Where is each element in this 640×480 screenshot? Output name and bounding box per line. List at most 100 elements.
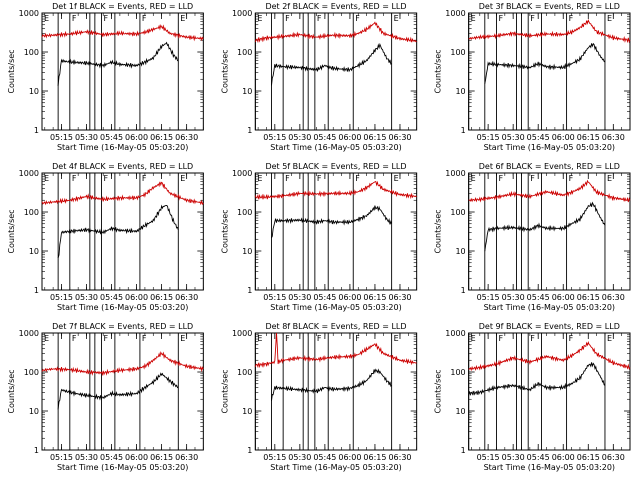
x-tick-label: 05:30: [288, 133, 311, 142]
series-line-events: [57, 204, 179, 259]
y-axis-label: Counts/sec: [434, 209, 443, 253]
x-tick-label: 05:30: [288, 293, 311, 302]
x-tick-label: 05:30: [75, 133, 98, 142]
y-tick-label: 1000: [445, 9, 465, 18]
chart-panel-8: Det 8f BLACK = Events, RED = LLD 1 10 100 10…: [220, 322, 418, 472]
event-marker-label: E: [607, 14, 612, 23]
event-marker-label: F: [498, 334, 503, 343]
plot-frame: [468, 332, 631, 451]
x-tick-label: 05:15: [50, 293, 73, 302]
y-tick-label: 1000: [232, 329, 252, 338]
x-tick-label: 05:45: [527, 133, 550, 142]
event-marker-label: F: [355, 174, 360, 183]
event-marker-label: E: [44, 14, 49, 23]
event-marker-label: F: [569, 14, 574, 23]
x-tick-label: 06:15: [363, 133, 386, 142]
x-axis-label: Start Time (16-May-05 05:03:20): [270, 143, 401, 152]
chart-panel-4: Det 4f BLACK = Events, RED = LLD 1 10 100 10…: [7, 162, 204, 312]
chart-title: Det 8f BLACK = Events, RED = LLD: [265, 322, 406, 331]
y-axis-label: Counts/sec: [220, 369, 229, 413]
x-tick-label: 06:30: [602, 293, 625, 302]
chart-panel-3: Det 3f BLACK = Events, RED = LLD 1 10 100 10…: [434, 2, 631, 152]
y-tick-label: 1000: [232, 169, 252, 178]
x-tick-label: 06:00: [552, 133, 575, 142]
x-tick-label: 05:15: [477, 133, 500, 142]
x-axis-label: Start Time (16-May-05 05:03:20): [484, 463, 615, 472]
chart-panel-5: Det 5f BLACK = Events, RED = LLD 1 10 100 10…: [220, 162, 418, 312]
series-line-lld: [41, 181, 204, 206]
series-line-events: [57, 41, 179, 86]
event-marker-label: F: [72, 14, 77, 23]
y-axis-label: Counts/sec: [7, 49, 16, 93]
chart-panel-6: Det 6f BLACK = Events, RED = LLD 1 10 100 10…: [434, 162, 631, 312]
x-tick-label: 05:45: [527, 293, 550, 302]
x-tick-label: 06:30: [175, 293, 198, 302]
y-tick-label: 1: [461, 126, 466, 135]
y-tick-label: 100: [450, 48, 465, 57]
series-line-lld: [254, 332, 417, 369]
y-tick-label: 10: [242, 247, 252, 256]
x-tick-label: 05:45: [313, 453, 336, 462]
event-marker-label: F: [355, 334, 360, 343]
event-marker-label: E: [471, 174, 476, 183]
event-marker-label: F: [317, 334, 322, 343]
y-tick-label: 10: [455, 247, 465, 256]
event-marker-label: E: [257, 14, 262, 23]
event-marker-label: F: [285, 14, 290, 23]
y-tick-label: 1000: [19, 169, 39, 178]
event-marker-label: F: [104, 334, 109, 343]
series-line-lld: [254, 180, 417, 200]
event-marker-label: E: [394, 14, 399, 23]
y-tick-label: 100: [24, 368, 39, 377]
x-tick-label: 05:30: [502, 293, 525, 302]
x-tick-label: 05:30: [502, 133, 525, 142]
x-tick-label: 06:00: [125, 453, 148, 462]
event-marker-label: E: [394, 174, 399, 183]
series-line-events: [468, 362, 606, 396]
x-tick-label: 05:15: [263, 133, 286, 142]
y-tick-label: 1000: [445, 169, 465, 178]
y-tick-label: 1: [34, 126, 39, 135]
event-marker-label: F: [355, 14, 360, 23]
series-line-lld: [468, 179, 631, 203]
y-tick-label: 1: [461, 446, 466, 455]
chart-title: Det 9f BLACK = Events, RED = LLD: [479, 322, 620, 331]
event-marker-label: E: [44, 174, 49, 183]
x-tick-label: 06:15: [577, 133, 600, 142]
chart-panel-7: Det 7f BLACK = Events, RED = LLD 1 10 100 10…: [7, 322, 204, 472]
x-tick-label: 06:00: [125, 293, 148, 302]
y-tick-label: 100: [237, 208, 252, 217]
y-tick-label: 1: [34, 286, 39, 295]
event-marker-label: F: [142, 14, 147, 23]
event-marker-label: F: [530, 334, 535, 343]
y-tick-label: 1: [34, 446, 39, 455]
y-tick-label: 100: [237, 368, 252, 377]
x-tick-label: 06:00: [552, 453, 575, 462]
y-tick-label: 100: [24, 48, 39, 57]
event-marker-label: E: [180, 334, 185, 343]
x-tick-label: 05:30: [75, 453, 98, 462]
event-marker-label: E: [257, 174, 262, 183]
y-tick-label: 100: [450, 368, 465, 377]
x-axis-label: Start Time (16-May-05 05:03:20): [484, 303, 615, 312]
x-tick-label: 05:15: [50, 453, 73, 462]
x-tick-label: 06:30: [602, 453, 625, 462]
y-axis-label: Counts/sec: [7, 369, 16, 413]
x-axis-label: Start Time (16-May-05 05:03:20): [57, 143, 188, 152]
chart-panel-9: Det 9f BLACK = Events, RED = LLD 1 10 100 10…: [434, 322, 631, 472]
chart-title: Det 6f BLACK = Events, RED = LLD: [479, 162, 620, 171]
y-axis-label: Counts/sec: [220, 49, 229, 93]
y-tick-label: 100: [237, 48, 252, 57]
y-tick-label: 1: [461, 286, 466, 295]
event-marker-label: E: [180, 174, 185, 183]
series-line-events: [484, 201, 606, 252]
plot-frame: [254, 12, 418, 131]
x-tick-label: 05:45: [527, 453, 550, 462]
x-tick-label: 06:30: [388, 453, 411, 462]
y-tick-label: 1000: [232, 9, 252, 18]
series-line-events: [484, 42, 606, 84]
x-tick-label: 06:00: [338, 133, 361, 142]
event-marker-label: E: [44, 334, 49, 343]
event-marker-label: F: [104, 14, 109, 23]
x-tick-label: 06:15: [150, 453, 173, 462]
